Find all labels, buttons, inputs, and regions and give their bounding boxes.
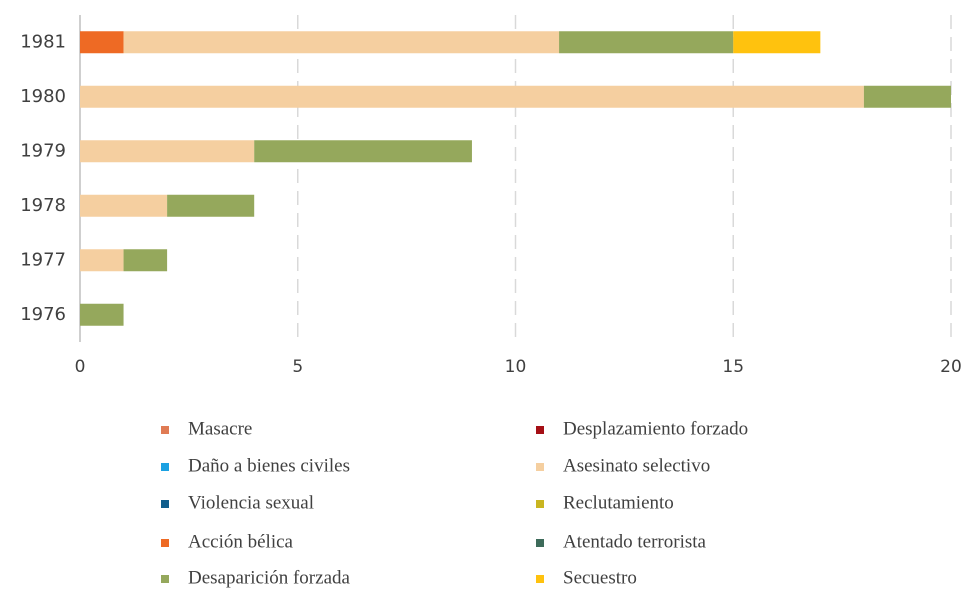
bar-segment	[80, 85, 864, 108]
y-tick-label: 1981	[20, 31, 66, 52]
legend-label: Daño a bienes civiles	[188, 455, 350, 476]
bar-segment	[80, 31, 124, 54]
legend-label: Violencia sexual	[188, 492, 314, 513]
legend-label: Atentado terrorista	[563, 531, 707, 552]
legend-label: Asesinato selectivo	[563, 455, 710, 476]
bar-segment	[254, 140, 472, 163]
legend-label: Reclutamiento	[563, 492, 674, 513]
bar-segment	[167, 194, 255, 217]
legend-label: Masacre	[188, 418, 252, 439]
y-tick-label: 1977	[20, 249, 66, 270]
legend-label: Acción bélica	[188, 531, 294, 552]
y-tick-label: 1976	[20, 304, 66, 325]
legend-marker	[161, 539, 169, 547]
bar-segment	[123, 31, 560, 54]
bar-segment	[733, 31, 821, 54]
x-tick-label: 10	[505, 357, 527, 377]
x-tick-label: 0	[75, 357, 86, 377]
legend-marker	[161, 463, 169, 471]
y-tick-label: 1980	[20, 86, 66, 107]
bar-segment	[80, 303, 124, 326]
bar-segment	[80, 249, 124, 272]
legend-marker	[536, 463, 544, 471]
bar-segment	[559, 31, 734, 54]
y-tick-label: 1979	[20, 140, 66, 161]
bar-segment	[80, 194, 168, 217]
legend-label: Desplazamiento forzado	[563, 418, 748, 439]
legend-marker	[536, 500, 544, 508]
x-tick-label: 15	[722, 357, 744, 377]
legend-marker	[536, 426, 544, 434]
x-tick-label: 20	[940, 357, 962, 377]
legend-label: Desaparición forzada	[188, 567, 351, 588]
legend-marker	[161, 575, 169, 583]
y-tick-label: 1978	[20, 195, 66, 216]
legend-marker	[536, 575, 544, 583]
x-tick-label: 5	[292, 357, 303, 377]
bar-segment	[863, 85, 951, 108]
legend-label: Secuestro	[563, 567, 637, 588]
legend-marker	[161, 426, 169, 434]
legend-marker	[161, 500, 169, 508]
bar-segment	[80, 140, 255, 163]
bar-segment	[123, 249, 168, 272]
legend-marker	[536, 539, 544, 547]
